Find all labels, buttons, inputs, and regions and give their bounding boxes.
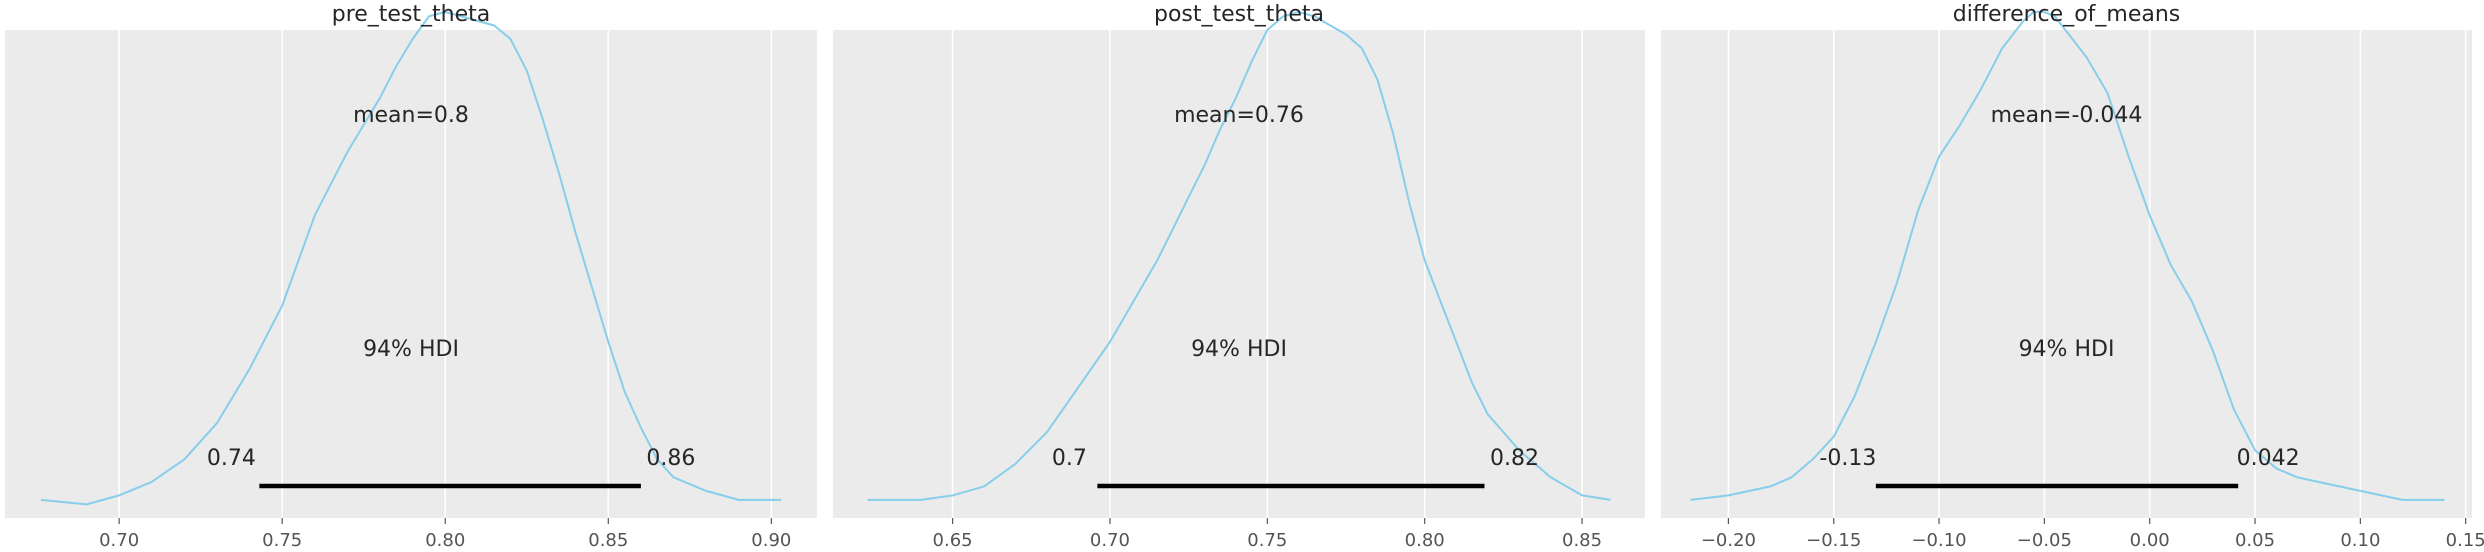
chart-panel-3: −0.20 −0.15 −0.10 −0.05 0.00 0.05 0.10 0.15 -0.1…	[1661, 2, 2484, 551]
x-tick-label: 0.90	[751, 530, 791, 551]
x-tick-label: −0.15	[1806, 530, 1861, 551]
x-tick-label: 0.75	[262, 530, 302, 551]
mean-label: mean=0.76	[1174, 103, 1304, 128]
chart-panel-1: 0.70 0.75 0.80 0.85 0.90 0.74 0.86 94% HDI mean=…	[5, 2, 817, 551]
x-tick-label: −0.10	[1911, 530, 1966, 551]
hdi-low-label: -0.13	[1819, 446, 1876, 471]
x-tick-label: 0.70	[99, 530, 139, 551]
x-tick-label: 0.00	[2130, 530, 2170, 551]
density-curve	[867, 10, 1611, 501]
hdi-high-label: 0.042	[2237, 446, 2300, 471]
x-tick-label: 0.10	[2340, 530, 2380, 551]
x-tick-label: 0.85	[588, 530, 628, 551]
x-tick-label: −0.05	[2017, 530, 2072, 551]
x-tick-label: 0.80	[1405, 530, 1445, 551]
hdi-high-label: 0.86	[646, 446, 695, 471]
x-tick-label: 0.15	[2446, 530, 2484, 551]
hdi-label: 94% HDI	[2019, 337, 2115, 362]
chart-panel-2: 0.65 0.70 0.75 0.80 0.85 0.7 0.82 94% HDI mean=0…	[833, 2, 1645, 551]
mean-label: mean=0.8	[353, 103, 469, 128]
density-curve	[1690, 10, 2445, 501]
mean-label: mean=-0.044	[1991, 103, 2143, 128]
hdi-high-label: 0.82	[1490, 446, 1539, 471]
x-tick-label: 0.80	[425, 530, 465, 551]
x-tick-label: −0.20	[1701, 530, 1756, 551]
x-tick-label: 0.05	[2235, 530, 2275, 551]
hdi-low-label: 0.7	[1052, 446, 1087, 471]
x-tick-label: 0.70	[1090, 530, 1130, 551]
x-tick-label: 0.65	[933, 530, 973, 551]
axes-background	[833, 30, 1645, 518]
axes-background	[1661, 30, 2472, 518]
panel-title: pre_test_theta	[332, 2, 491, 27]
x-tick-label: 0.75	[1247, 530, 1287, 551]
x-tick-label: 0.85	[1562, 530, 1602, 551]
hdi-label: 94% HDI	[1191, 337, 1287, 362]
hdi-low-label: 0.74	[207, 446, 256, 471]
axes-background	[5, 30, 817, 518]
density-curve	[40, 10, 782, 506]
panel-title: post_test_theta	[1154, 2, 1324, 27]
panel-title: difference_of_means	[1953, 2, 2181, 27]
hdi-label: 94% HDI	[363, 337, 459, 362]
